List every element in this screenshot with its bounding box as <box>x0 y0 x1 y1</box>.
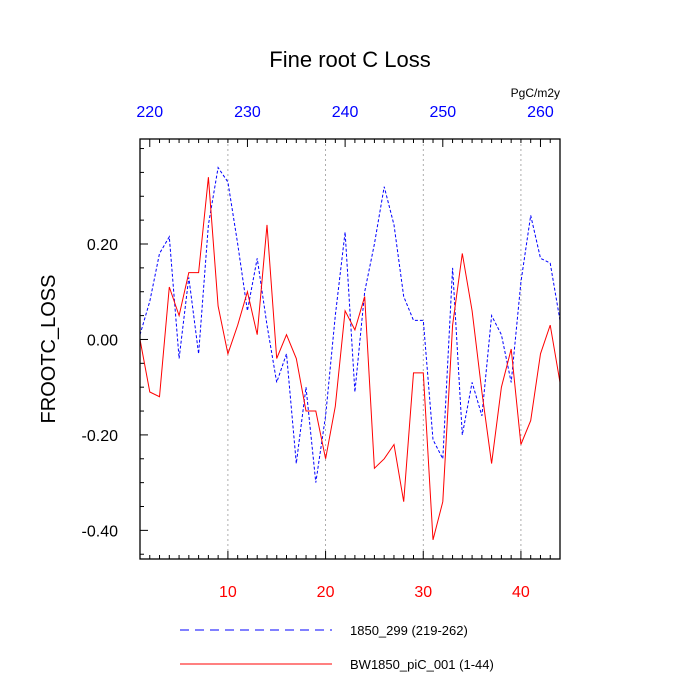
top-tick-label: 240 <box>332 104 359 121</box>
series-line-0 <box>139 166 561 483</box>
top-tick-label: 220 <box>136 104 163 121</box>
x-tick-label: 10 <box>219 584 237 601</box>
x-tick-label: 30 <box>414 584 432 601</box>
y-tick-label: -0.20 <box>82 428 119 445</box>
top-tick-label: 230 <box>234 104 261 121</box>
x-tick-label: 40 <box>512 584 530 601</box>
units-label: PgC/m2y <box>511 86 560 100</box>
grid-lines <box>227 139 522 559</box>
axes: 10 20 30 40 220 230 240 250 260 0.20 0.00 -0.20 -0.4… <box>82 104 561 601</box>
series-lines <box>139 166 561 541</box>
legend-label-bw1850-pic-001: BW1850_piC_001 (1-44) <box>350 657 494 672</box>
top-tick-label: 250 <box>429 104 456 121</box>
plot-frame <box>139 138 561 560</box>
y-tick-label: -0.40 <box>82 523 119 540</box>
series-line-1 <box>139 177 561 541</box>
y-tick-label: 0.20 <box>87 237 118 254</box>
chart-title: Fine root C Loss <box>269 47 430 72</box>
y-axis-label: FROOTC_LOSS <box>38 275 60 424</box>
legend: 1850_299 (219-262) BW1850_piC_001 (1-44) <box>180 623 494 672</box>
y-tick-label: 0.00 <box>87 332 118 349</box>
top-tick-label: 260 <box>527 104 554 121</box>
legend-label-1850-299: 1850_299 (219-262) <box>350 623 468 638</box>
x-tick-label: 20 <box>317 584 335 601</box>
